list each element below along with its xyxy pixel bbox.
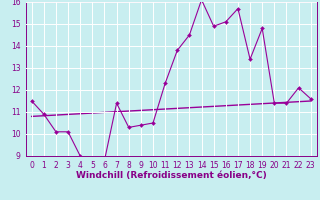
X-axis label: Windchill (Refroidissement éolien,°C): Windchill (Refroidissement éolien,°C): [76, 171, 267, 180]
